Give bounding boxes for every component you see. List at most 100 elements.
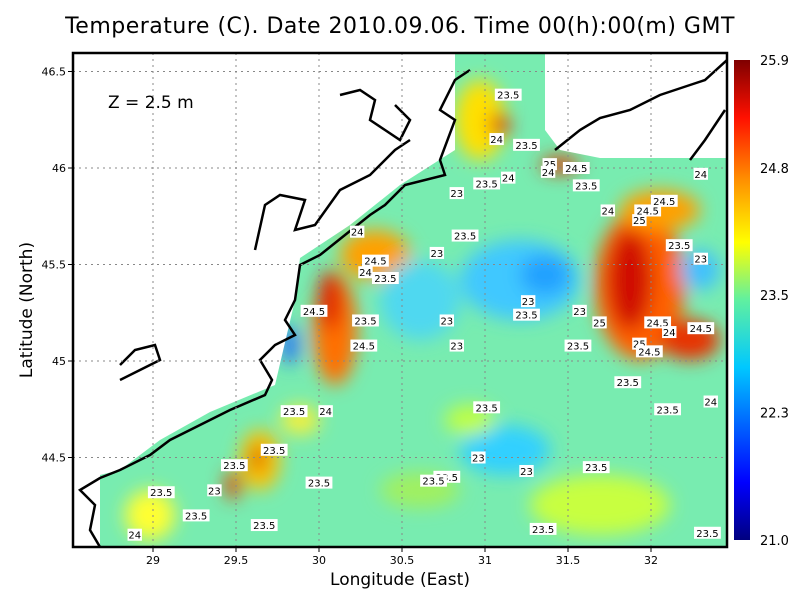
x-tick-label: 32 xyxy=(644,554,658,567)
contour-label: 23 xyxy=(449,339,464,353)
grid-lines xyxy=(73,53,727,547)
y-axis-label: Latitude (North) xyxy=(17,241,37,379)
x-axis-label: Longitude (East) xyxy=(330,570,470,590)
svg-text:23.5: 23.5 xyxy=(617,378,639,389)
contour-label: 23.5 xyxy=(614,376,642,389)
svg-text:24.5: 24.5 xyxy=(647,318,669,329)
land-mask xyxy=(73,53,727,547)
contour-label: 23.5 xyxy=(352,314,379,327)
contour-label: 23 xyxy=(572,304,587,318)
colorbar-tick-label: 24.8 xyxy=(760,162,789,177)
svg-text:23.5: 23.5 xyxy=(253,521,275,532)
x-tick-label: 31 xyxy=(478,554,492,567)
x-tick-label: 29.5 xyxy=(224,554,249,567)
contour-label: 23.5 xyxy=(260,443,288,457)
y-tick-label: 46 xyxy=(52,162,66,175)
svg-text:24: 24 xyxy=(663,328,676,339)
svg-text:23.5: 23.5 xyxy=(585,463,607,474)
svg-text:23.5: 23.5 xyxy=(476,403,498,414)
contour-label: 24.5 xyxy=(635,345,663,358)
svg-text:24.5: 24.5 xyxy=(653,197,675,208)
contour-label: 23 xyxy=(429,246,445,260)
y-tick-label: 44.5 xyxy=(42,452,67,465)
contour-label: 23.5 xyxy=(250,519,278,532)
contour-label: 23.5 xyxy=(305,476,333,490)
svg-text:24: 24 xyxy=(319,407,332,418)
svg-text:23.5: 23.5 xyxy=(185,511,207,522)
x-tick-label: 31.5 xyxy=(556,554,581,567)
svg-text:23.5: 23.5 xyxy=(150,488,172,499)
svg-text:23: 23 xyxy=(208,486,221,497)
contour-label: 23.5 xyxy=(654,403,681,416)
svg-text:23.5: 23.5 xyxy=(515,311,537,322)
field-patch xyxy=(520,255,570,295)
contour-label: 23.5 xyxy=(494,88,522,102)
svg-text:23.5: 23.5 xyxy=(354,316,376,327)
y-tick-label: 45 xyxy=(52,355,66,368)
svg-text:25: 25 xyxy=(593,318,606,329)
svg-text:23.5: 23.5 xyxy=(308,479,330,490)
field-patch xyxy=(608,230,652,330)
contour-label: 24 xyxy=(600,204,616,217)
svg-text:24: 24 xyxy=(502,174,515,185)
contour-label: 23 xyxy=(471,451,486,465)
contour-label: 23 xyxy=(519,465,534,478)
svg-text:23.5: 23.5 xyxy=(497,91,519,102)
svg-text:24.5: 24.5 xyxy=(637,206,659,217)
svg-text:24.5: 24.5 xyxy=(364,257,386,268)
contour-label: 23.5 xyxy=(420,474,447,488)
svg-text:23: 23 xyxy=(450,342,463,353)
contour-label: 24 xyxy=(501,171,516,185)
x-tick-label: 29 xyxy=(146,554,160,567)
contour-label: 23.5 xyxy=(473,401,501,414)
svg-text:23.5: 23.5 xyxy=(656,405,678,416)
y-tick-label: 45.5 xyxy=(42,259,67,272)
colorbar xyxy=(734,60,750,540)
svg-text:23.5: 23.5 xyxy=(374,274,396,285)
contour-label: 24 xyxy=(489,133,504,146)
axis-ticks: 29 29.5 30 30.5 31 31.5 32 44.5 45 45.5 46 46.5 xyxy=(42,66,659,568)
svg-text:23.5: 23.5 xyxy=(223,461,245,472)
field-patch xyxy=(318,270,342,330)
contour-label: 23 xyxy=(693,252,708,266)
svg-text:23: 23 xyxy=(472,454,485,465)
colorbar-tick-label: 21.0 xyxy=(760,534,789,549)
contour-label: 24 xyxy=(703,395,718,409)
contour-label: 24.5 xyxy=(650,194,678,208)
contour-label: 23.5 xyxy=(372,272,399,285)
svg-text:23: 23 xyxy=(694,255,707,266)
contour-label: 23.5 xyxy=(582,461,610,474)
chart-title: Temperature (C). Date 2010.09.06. Time 0… xyxy=(65,14,735,39)
contour-label: 24 xyxy=(318,405,333,418)
svg-text:24: 24 xyxy=(704,398,717,409)
svg-text:23: 23 xyxy=(440,316,453,327)
svg-text:25: 25 xyxy=(633,340,646,351)
contour-label: 25 xyxy=(592,316,607,329)
depth-annotation: Z = 2.5 m xyxy=(108,93,194,113)
plot-frame xyxy=(71,51,729,549)
contour-label: 24.5 xyxy=(362,254,389,268)
svg-text:24.5: 24.5 xyxy=(353,342,375,353)
contour-label: 23.5 xyxy=(564,339,592,353)
contour-label: 24 xyxy=(358,266,373,279)
svg-text:24.5: 24.5 xyxy=(638,347,660,358)
contour-label: 24.5 xyxy=(562,162,590,175)
contour-label: 24.5 xyxy=(687,322,715,335)
field-patch xyxy=(380,260,460,340)
contour-label: 24 xyxy=(693,167,708,181)
contour-label: 24 xyxy=(127,528,142,542)
svg-text:23.5: 23.5 xyxy=(567,342,589,353)
svg-text:24: 24 xyxy=(351,228,364,239)
contour-label: 23 xyxy=(449,187,464,200)
svg-text:23: 23 xyxy=(520,467,533,478)
svg-text:24: 24 xyxy=(542,168,555,179)
svg-text:23.5: 23.5 xyxy=(454,232,476,243)
svg-text:23: 23 xyxy=(522,297,535,308)
contour-label: 23.5 xyxy=(529,522,557,536)
svg-text:23.5: 23.5 xyxy=(515,141,537,152)
field-patch xyxy=(225,470,241,500)
contour-label: 23.5 xyxy=(451,229,479,243)
contour-label: 23 xyxy=(439,314,455,327)
contour-label: 24 xyxy=(662,326,677,339)
contour-label: 24.5 xyxy=(634,204,662,217)
